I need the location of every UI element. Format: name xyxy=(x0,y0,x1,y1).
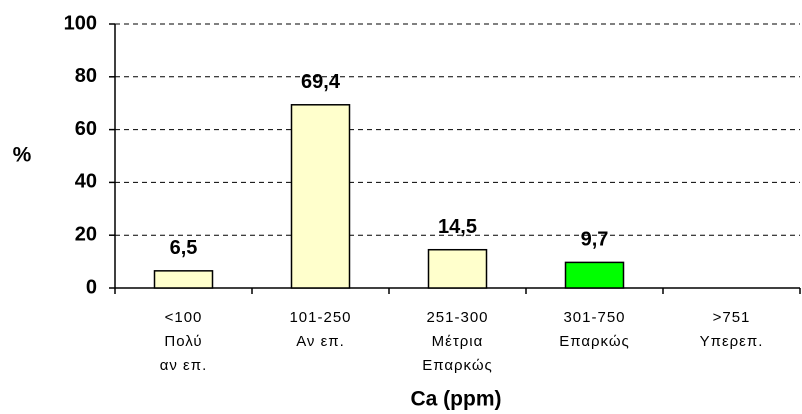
x-tick-label: αν επ. xyxy=(160,357,208,374)
bar xyxy=(564,261,625,289)
y-tick-label: 80 xyxy=(75,65,97,87)
x-tick-label: Πολύ xyxy=(164,333,202,350)
y-tick-label: 60 xyxy=(75,118,97,140)
x-tick-label: Μέτρια xyxy=(432,333,484,350)
x-tick-label: Επαρκώς xyxy=(559,333,630,350)
x-tick-label: >751 xyxy=(713,309,751,326)
bar xyxy=(290,104,351,289)
bar xyxy=(427,248,488,289)
y-tick-label: 40 xyxy=(75,171,97,193)
y-tick-label: 20 xyxy=(75,223,97,245)
bar xyxy=(153,270,214,289)
x-tick-label: 101-250 xyxy=(289,309,351,326)
y-axis-title: % xyxy=(13,144,32,167)
x-axis-title: Ca (ppm) xyxy=(411,388,502,411)
x-tick-label: Αν επ. xyxy=(296,333,345,350)
x-tick-label: <100 xyxy=(165,309,203,326)
x-tick-label: Επαρκώς xyxy=(422,357,493,374)
x-tick-label: 301-750 xyxy=(563,309,625,326)
x-tick-label: Υπερεπ. xyxy=(700,333,764,350)
y-tick-label: 100 xyxy=(64,12,97,34)
y-tick-label: 0 xyxy=(86,276,97,298)
data-label: 6,5 xyxy=(170,237,198,259)
data-label: 69,4 xyxy=(301,71,341,93)
data-label: 9,7 xyxy=(581,229,609,251)
x-tick-label: 251-300 xyxy=(426,309,488,326)
data-label: 14,5 xyxy=(438,216,477,238)
